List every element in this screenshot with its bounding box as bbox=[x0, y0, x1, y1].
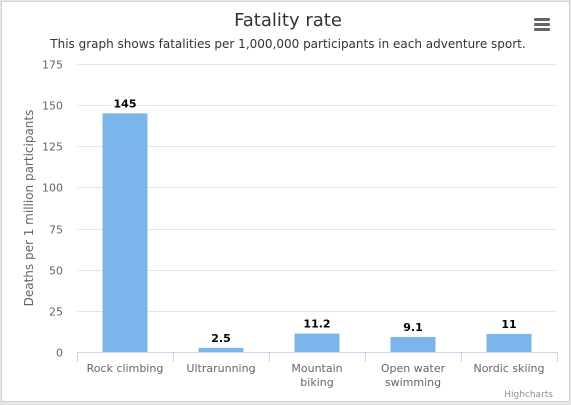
data-label: 11 bbox=[501, 318, 516, 331]
bar-series: 145 2.5 11.2 9.1 11 bbox=[102, 97, 532, 352]
y-axis-ticks: 0 25 50 75 100 125 150 175 bbox=[42, 59, 63, 360]
y-tick-label: 50 bbox=[49, 265, 63, 278]
x-tick-label: Open water bbox=[381, 362, 446, 375]
y-tick-label: 175 bbox=[42, 59, 63, 72]
gridlines bbox=[77, 64, 557, 353]
x-tick-label: biking bbox=[300, 376, 333, 389]
bar[interactable] bbox=[390, 337, 436, 352]
y-tick-label: 150 bbox=[42, 100, 63, 113]
y-axis-label: Deaths per 1 million participants bbox=[22, 110, 36, 307]
y-tick-label: 125 bbox=[42, 141, 63, 154]
y-tick-label: 100 bbox=[42, 182, 63, 195]
bar[interactable] bbox=[102, 113, 148, 352]
data-label: 145 bbox=[114, 97, 137, 110]
hamburger-menu-icon[interactable] bbox=[529, 12, 555, 36]
data-label: 11.2 bbox=[303, 318, 330, 331]
y-tick-label: 75 bbox=[49, 224, 63, 237]
y-tick-label: 25 bbox=[49, 306, 63, 319]
x-tick-label: Mountain bbox=[291, 362, 342, 375]
bar[interactable] bbox=[198, 347, 244, 352]
bar[interactable] bbox=[294, 333, 340, 352]
x-tick-label: Nordic skiing bbox=[473, 362, 544, 375]
x-tick-label: Ultrarunning bbox=[186, 362, 255, 375]
data-label: 2.5 bbox=[211, 332, 231, 345]
credits-link[interactable]: Highcharts bbox=[504, 390, 553, 400]
bar[interactable] bbox=[486, 333, 532, 352]
y-tick-label: 0 bbox=[56, 347, 63, 360]
x-tick-label: Rock climbing bbox=[87, 362, 164, 375]
chart-subtitle: This graph shows fatalities per 1,000,00… bbox=[49, 37, 525, 51]
chart-title: Fatality rate bbox=[234, 10, 342, 31]
data-label: 9.1 bbox=[403, 321, 423, 334]
x-tick-label: swimming bbox=[385, 376, 441, 389]
